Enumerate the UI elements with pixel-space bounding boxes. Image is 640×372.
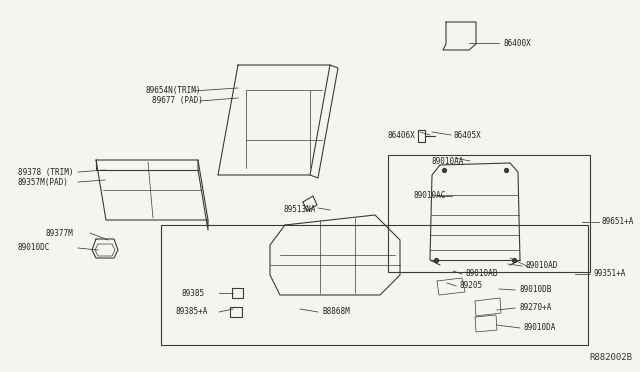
Text: 89385+A: 89385+A	[176, 308, 209, 317]
Text: 89654N(TRIM): 89654N(TRIM)	[145, 87, 200, 96]
Text: B8868M: B8868M	[322, 308, 349, 317]
Text: 89378 (TRIM): 89378 (TRIM)	[18, 167, 74, 176]
Text: 89385: 89385	[182, 289, 205, 298]
Text: 89010AD: 89010AD	[526, 262, 558, 270]
Bar	[388, 155, 590, 272]
Text: 89010DA: 89010DA	[524, 324, 556, 333]
Text: 89205: 89205	[460, 282, 483, 291]
Text: 89010DC: 89010DC	[18, 244, 51, 253]
Text: 99351+A: 99351+A	[594, 269, 627, 279]
Text: 89513NA: 89513NA	[284, 205, 316, 215]
Text: 89270+A: 89270+A	[519, 304, 552, 312]
Text: 89357M(PAD): 89357M(PAD)	[18, 177, 69, 186]
Text: 89651+A: 89651+A	[601, 218, 634, 227]
Text: 89010AA: 89010AA	[432, 157, 465, 166]
Text: 86406X: 86406X	[388, 131, 416, 140]
Text: 89677 (PAD): 89677 (PAD)	[152, 96, 203, 106]
Bar	[161, 225, 588, 345]
Text: 86400X: 86400X	[503, 38, 531, 48]
Text: R882002B: R882002B	[589, 353, 632, 362]
Text: 89010AB: 89010AB	[466, 269, 499, 279]
Text: 86405X: 86405X	[453, 131, 481, 140]
Text: 89010DB: 89010DB	[519, 285, 552, 295]
Text: 89377M: 89377M	[45, 228, 73, 237]
Text: 89010AC: 89010AC	[413, 192, 445, 201]
